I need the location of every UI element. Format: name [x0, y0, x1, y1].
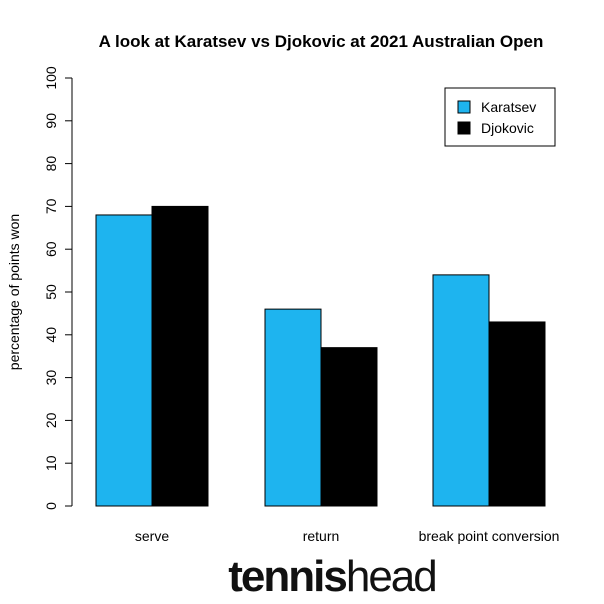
logo-tennis: tennis — [228, 552, 346, 601]
bar-djokovic-0 — [151, 205, 209, 507]
y-tick-label: 50 — [43, 284, 59, 300]
y-axis: 0 10 20 30 40 50 60 70 80 90 100 — [43, 66, 73, 510]
y-tick-label: 60 — [43, 241, 59, 257]
category-label: serve — [135, 528, 169, 544]
legend-box — [444, 87, 556, 147]
chart-title: A look at Karatsev vs Djokovic at 2021 A… — [99, 32, 544, 51]
logo-head: head — [346, 552, 436, 601]
y-tick-label: 90 — [43, 113, 59, 129]
bar-karatsev-2 — [432, 274, 490, 507]
y-tick-label: 100 — [43, 66, 59, 90]
y-axis-title: percentage of points won — [6, 214, 22, 370]
category-labels: serve return break point conversion — [135, 528, 560, 544]
bar-karatsev-0 — [95, 214, 153, 507]
y-tick-label: 70 — [43, 198, 59, 214]
bar-djokovic-1 — [320, 347, 378, 507]
bars — [95, 205, 546, 507]
y-tick-label: 0 — [43, 502, 59, 510]
legend-swatch — [457, 121, 471, 135]
y-tick-label: 40 — [43, 327, 59, 343]
y-tick-label: 30 — [43, 370, 59, 386]
y-tick-label: 10 — [43, 455, 59, 471]
category-label: break point conversion — [419, 528, 560, 544]
legend: Karatsev Djokovic — [444, 87, 556, 147]
y-tick-label: 20 — [43, 412, 59, 428]
bar-djokovic-2 — [488, 321, 546, 507]
category-label: return — [303, 528, 340, 544]
bar-karatsev-1 — [264, 308, 322, 507]
svg-text:tennishead: tennishead — [228, 552, 435, 601]
legend-label: Djokovic — [481, 120, 534, 136]
tennishead-logo: tennishead — [228, 552, 437, 601]
legend-label: Karatsev — [481, 99, 536, 115]
y-tick-label: 80 — [43, 156, 59, 172]
legend-swatch — [457, 100, 471, 114]
